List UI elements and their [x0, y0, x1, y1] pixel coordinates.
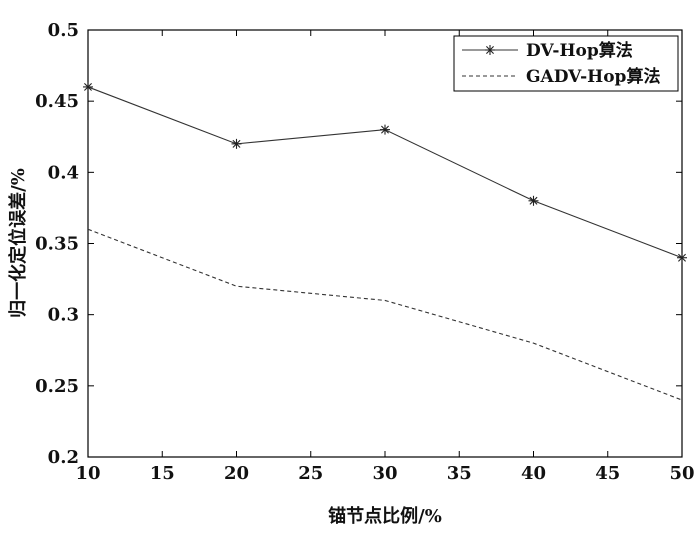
legend-label-dv-hop: DV-Hop算法: [526, 40, 633, 61]
y-tick-label: 0.2: [48, 447, 79, 468]
x-tick-label: 20: [224, 463, 249, 484]
data-point-marker: [83, 81, 93, 92]
y-tick-label: 0.3: [48, 305, 79, 326]
legend: DV-Hop算法 GADV-Hop算法: [453, 35, 679, 92]
plot-frame: [87, 29, 683, 458]
x-tick-label: 25: [298, 463, 323, 484]
legend-asterisk-icon: [485, 45, 495, 55]
x-tick-label: 50: [669, 463, 694, 484]
y-tick-label: 0.5: [48, 20, 79, 41]
x-tick-label: 15: [150, 463, 175, 484]
x-axis-ticks: 10 15 20 25 30 35 40 45 50: [75, 30, 695, 484]
x-tick-label: 10: [75, 463, 100, 484]
y-tick-label: 0.35: [35, 234, 79, 255]
legend-label-gadv-hop: GADV-Hop算法: [526, 66, 660, 87]
y-axis-ticks: 0.2 0.25 0.3 0.35 0.4 0.45 0.5: [35, 20, 682, 468]
y-tick-label: 0.45: [35, 91, 79, 112]
x-tick-label: 45: [595, 463, 620, 484]
series-line-1: [87, 228, 683, 401]
data-point-marker: [677, 252, 687, 263]
legend-box: [453, 35, 679, 92]
data-point-marker: [231, 138, 242, 149]
plot-area-border: [87, 29, 683, 458]
legend-marker-dv-hop: [485, 45, 495, 55]
y-tick-label: 0.25: [35, 376, 79, 397]
data-point-marker: [380, 124, 390, 135]
data-point-marker: [528, 195, 539, 206]
x-axis-title: 锚节点比例/%: [328, 505, 442, 527]
series-line-0: [87, 86, 683, 259]
x-tick-label: 30: [372, 463, 397, 484]
y-axis-title: 归一化定位误差/%: [7, 168, 29, 318]
x-tick-label: 40: [521, 463, 546, 484]
y-tick-label: 0.4: [48, 162, 79, 183]
x-tick-label: 35: [447, 463, 472, 484]
series-layer: [83, 81, 687, 401]
